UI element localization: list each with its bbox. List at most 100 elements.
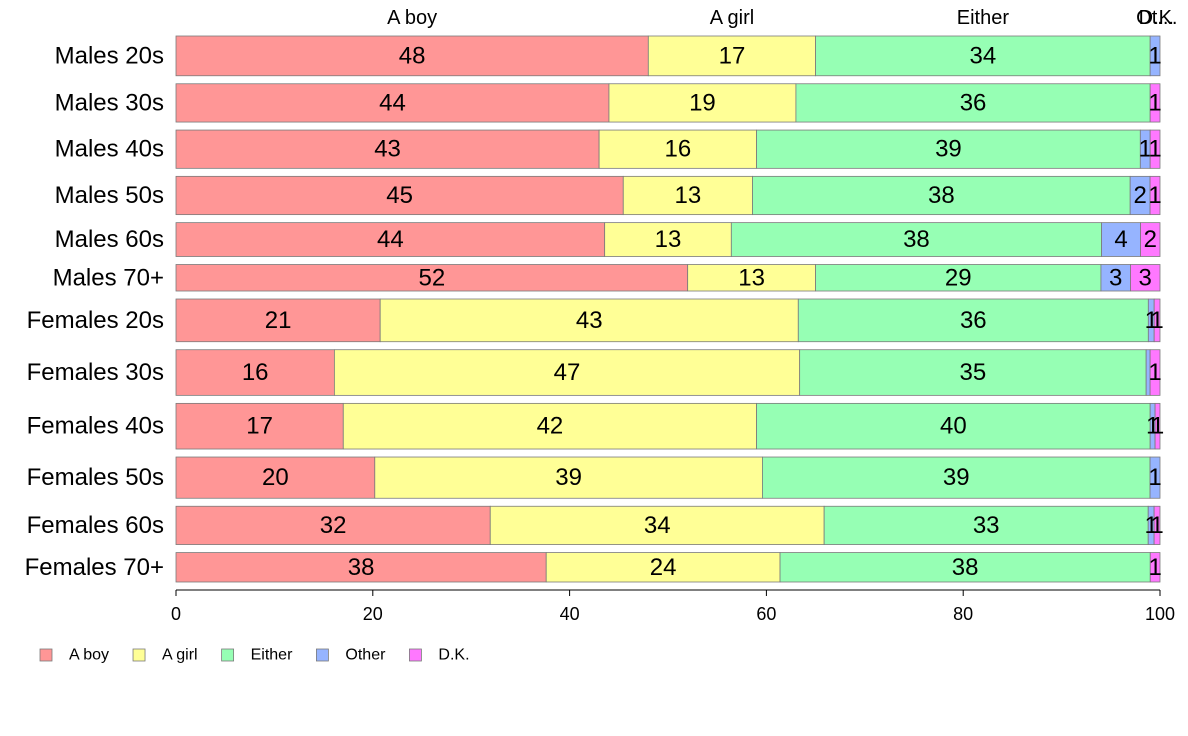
legend-label: Other bbox=[345, 647, 386, 664]
bar-segment bbox=[1149, 129, 1161, 169]
bar-segment bbox=[175, 298, 381, 343]
bar-segment bbox=[752, 175, 1131, 216]
legend-label: D.K. bbox=[438, 647, 469, 664]
bar-segment bbox=[175, 129, 600, 169]
bar-segment bbox=[342, 402, 757, 450]
data-label: 1 bbox=[1148, 136, 1161, 163]
data-label: 2 bbox=[1144, 226, 1157, 253]
segment-column-label: A girl bbox=[710, 7, 754, 29]
segment-column-label: Ot... bbox=[1136, 7, 1174, 29]
data-label: 39 bbox=[555, 464, 582, 491]
data-label: 1 bbox=[1139, 136, 1152, 163]
data-label: 33 bbox=[973, 512, 1000, 539]
category-label: Males 30s bbox=[55, 89, 164, 116]
legend-swatch bbox=[132, 648, 146, 662]
data-label: 21 bbox=[265, 307, 292, 334]
bar-segment bbox=[799, 349, 1147, 396]
data-label: 43 bbox=[576, 307, 603, 334]
data-label: 43 bbox=[374, 136, 401, 163]
data-label: 1 bbox=[1148, 42, 1161, 69]
bar-segment bbox=[756, 129, 1141, 169]
bar-segment bbox=[756, 402, 1151, 450]
data-label: 1 bbox=[1148, 554, 1161, 581]
bar-segment bbox=[1149, 552, 1161, 583]
bar-segment bbox=[175, 264, 689, 292]
data-label: 4 bbox=[1114, 226, 1127, 253]
data-label: 52 bbox=[418, 264, 445, 291]
category-label: Females 30s bbox=[27, 359, 164, 386]
segment-column-label: A boy bbox=[387, 7, 437, 29]
data-label: 44 bbox=[377, 226, 404, 253]
bar-segment bbox=[797, 298, 1149, 343]
data-label: 32 bbox=[320, 512, 347, 539]
segment-column-label: D.K. bbox=[1139, 7, 1178, 29]
x-tick-label: 80 bbox=[953, 604, 973, 624]
bar-segment bbox=[545, 552, 781, 583]
data-label: 36 bbox=[960, 307, 987, 334]
data-label: 2 bbox=[1133, 182, 1146, 209]
category-label: Females 50s bbox=[27, 464, 164, 491]
segment-column-labels: A boy A girl Either Ot...D.K. bbox=[387, 7, 1177, 29]
x-tick-label: 60 bbox=[756, 604, 776, 624]
data-label: 45 bbox=[386, 182, 413, 209]
data-label: 1 bbox=[1148, 182, 1161, 209]
data-label: 40 bbox=[940, 413, 967, 440]
bar-segment bbox=[1130, 264, 1161, 292]
bar-segment bbox=[1153, 298, 1161, 343]
data-label: 17 bbox=[719, 42, 746, 69]
bar-segment bbox=[1149, 349, 1161, 396]
bar-segment bbox=[730, 222, 1102, 257]
x-tick-label: 20 bbox=[363, 604, 383, 624]
data-label: 1 bbox=[1148, 89, 1161, 116]
data-label: 44 bbox=[379, 89, 406, 116]
bar-segment bbox=[175, 505, 491, 545]
bar-segment bbox=[1153, 505, 1161, 545]
legend-label: Either bbox=[251, 647, 293, 664]
bar-segment bbox=[333, 349, 801, 396]
legend-swatch bbox=[409, 648, 422, 662]
data-label: 3 bbox=[1109, 264, 1122, 291]
bar-segment bbox=[379, 298, 799, 343]
data-label: 35 bbox=[960, 359, 987, 386]
bar-segment bbox=[1149, 35, 1161, 77]
bar-segment bbox=[823, 505, 1149, 545]
category-label: Males 70+ bbox=[53, 264, 164, 291]
bar-segment bbox=[1154, 402, 1161, 450]
data-label: 1 bbox=[1151, 413, 1164, 440]
bar-segment bbox=[1149, 175, 1161, 216]
data-label: 1 bbox=[1150, 307, 1163, 334]
legend-swatch bbox=[39, 648, 53, 662]
category-label: Males 50s bbox=[55, 182, 164, 209]
bar-segment bbox=[608, 83, 797, 123]
bar-segment bbox=[779, 552, 1151, 583]
data-label: 1 bbox=[1150, 512, 1163, 539]
bar-segment bbox=[489, 505, 825, 545]
data-label: 47 bbox=[554, 359, 581, 386]
data-label: 38 bbox=[952, 554, 979, 581]
data-label: 38 bbox=[903, 226, 930, 253]
bar-segment bbox=[374, 456, 763, 499]
data-label: 42 bbox=[537, 413, 564, 440]
bar-segment bbox=[1149, 83, 1161, 123]
legend-label: A boy bbox=[69, 647, 109, 664]
bar-segment bbox=[815, 264, 1102, 292]
x-tick-label: 40 bbox=[560, 604, 580, 624]
bar-segment bbox=[175, 349, 335, 396]
data-label: 16 bbox=[664, 136, 691, 163]
legend-swatch bbox=[316, 648, 329, 662]
data-label: 48 bbox=[399, 42, 426, 69]
data-label: 34 bbox=[644, 512, 671, 539]
data-label: 1 bbox=[1148, 359, 1161, 386]
bar-segment bbox=[175, 552, 547, 583]
segment-column-label: Either bbox=[957, 7, 1010, 29]
legend-label: A girl bbox=[162, 647, 198, 664]
x-tick-label: 100 bbox=[1145, 604, 1175, 624]
data-label: 20 bbox=[262, 464, 289, 491]
data-label: 17 bbox=[246, 413, 273, 440]
data-label: 29 bbox=[945, 264, 972, 291]
x-tick-label: 0 bbox=[171, 604, 181, 624]
data-label: 16 bbox=[242, 359, 269, 386]
bar-segment bbox=[647, 35, 817, 77]
data-label: 34 bbox=[970, 42, 997, 69]
